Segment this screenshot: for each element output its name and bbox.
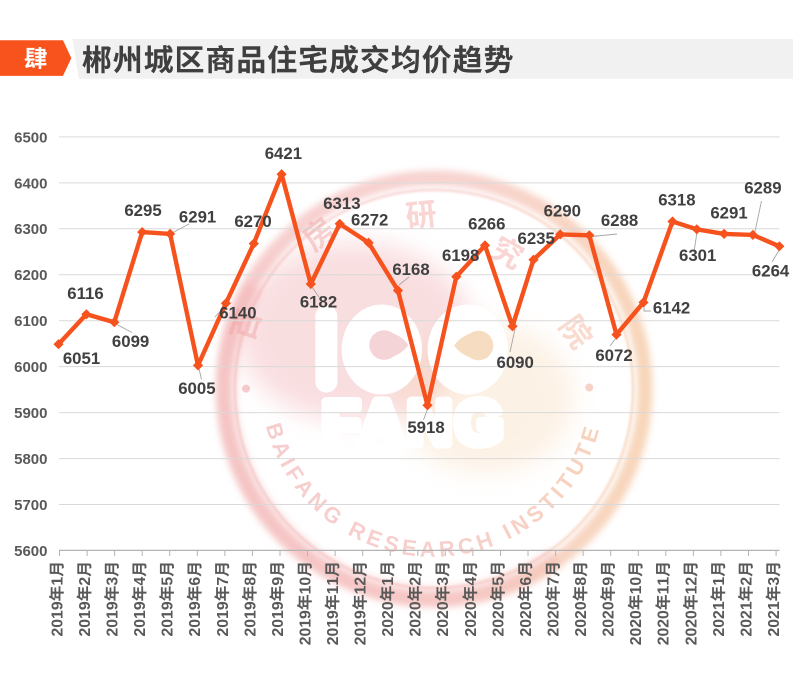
svg-text:6090: 6090 <box>497 353 534 372</box>
svg-text:6198: 6198 <box>442 246 479 265</box>
svg-text:5: 5 <box>160 577 177 586</box>
svg-text:3: 3 <box>435 577 452 586</box>
svg-text:6289: 6289 <box>744 178 781 197</box>
svg-text:8: 8 <box>573 577 590 586</box>
svg-text:2019: 2019 <box>49 601 66 636</box>
svg-text:1: 1 <box>49 577 66 586</box>
svg-text:2020: 2020 <box>518 601 535 636</box>
svg-text:12: 12 <box>683 577 700 595</box>
svg-text:2020: 2020 <box>463 601 480 636</box>
svg-text:8: 8 <box>242 577 259 586</box>
svg-text:6051: 6051 <box>63 349 100 368</box>
svg-text:2019: 2019 <box>132 601 149 636</box>
svg-text:6300: 6300 <box>14 221 47 238</box>
svg-text:5700: 5700 <box>14 497 47 514</box>
svg-text:4: 4 <box>132 577 149 586</box>
svg-text:6: 6 <box>518 577 535 586</box>
svg-text:2: 2 <box>77 577 94 586</box>
svg-text:2020: 2020 <box>573 601 590 636</box>
svg-text:2020: 2020 <box>408 601 425 636</box>
svg-text:7: 7 <box>215 577 232 586</box>
svg-text:6400: 6400 <box>14 175 47 192</box>
svg-text:5900: 5900 <box>14 405 47 422</box>
svg-text:10: 10 <box>297 577 314 595</box>
svg-text:6264: 6264 <box>752 262 790 281</box>
svg-text:11: 11 <box>325 577 342 595</box>
svg-text:2020: 2020 <box>435 601 452 636</box>
svg-text:2021: 2021 <box>711 601 728 636</box>
svg-text:6100: 6100 <box>14 313 47 330</box>
svg-text:5918: 5918 <box>407 418 444 437</box>
svg-text:6266: 6266 <box>468 215 505 234</box>
svg-text:2019: 2019 <box>160 601 177 636</box>
svg-text:2021: 2021 <box>738 601 755 636</box>
svg-text:2021: 2021 <box>766 601 783 636</box>
svg-text:2019: 2019 <box>297 610 314 645</box>
svg-text:12: 12 <box>353 577 370 595</box>
svg-text:2020: 2020 <box>656 610 673 645</box>
svg-text:2019: 2019 <box>353 610 370 645</box>
svg-text:6200: 6200 <box>14 267 47 284</box>
svg-text:6072: 6072 <box>595 346 632 365</box>
svg-text:2019: 2019 <box>105 601 122 636</box>
svg-text:2020: 2020 <box>601 601 618 636</box>
svg-text:2019: 2019 <box>187 601 204 636</box>
svg-text:6142: 6142 <box>653 299 690 318</box>
svg-text:1: 1 <box>380 577 397 586</box>
svg-text:2020: 2020 <box>683 610 700 645</box>
svg-text:6116: 6116 <box>67 284 103 303</box>
svg-text:4: 4 <box>463 577 480 586</box>
svg-text:6290: 6290 <box>544 202 581 221</box>
svg-text:2019: 2019 <box>242 601 259 636</box>
svg-text:6140: 6140 <box>219 304 256 323</box>
svg-text:6099: 6099 <box>112 332 149 351</box>
svg-text:6318: 6318 <box>658 190 695 209</box>
svg-text:5800: 5800 <box>14 451 47 468</box>
svg-text:2019: 2019 <box>77 601 94 636</box>
svg-text:9: 9 <box>601 577 618 586</box>
svg-text:6421: 6421 <box>265 144 302 163</box>
svg-text:2: 2 <box>738 577 755 586</box>
svg-text:2019: 2019 <box>215 601 232 636</box>
svg-text:6: 6 <box>187 577 204 586</box>
svg-text:5: 5 <box>490 577 507 586</box>
svg-text:6182: 6182 <box>300 293 337 312</box>
svg-text:6288: 6288 <box>601 211 638 230</box>
svg-text:5600: 5600 <box>14 543 47 560</box>
svg-text:7: 7 <box>546 577 563 586</box>
svg-text:2020: 2020 <box>380 601 397 636</box>
svg-text:6291: 6291 <box>179 208 216 227</box>
svg-text:1: 1 <box>711 577 728 586</box>
svg-text:6168: 6168 <box>392 260 429 279</box>
svg-text:2019: 2019 <box>270 601 287 636</box>
svg-text:2020: 2020 <box>546 601 563 636</box>
svg-text:6291: 6291 <box>710 203 747 222</box>
svg-text:6295: 6295 <box>124 201 161 220</box>
svg-text:6270: 6270 <box>234 212 271 231</box>
svg-text:3: 3 <box>105 577 122 586</box>
svg-text:10: 10 <box>628 577 645 595</box>
svg-text:2019: 2019 <box>325 610 342 645</box>
svg-text:9: 9 <box>270 577 287 586</box>
svg-text:2020: 2020 <box>490 601 507 636</box>
svg-text:2: 2 <box>408 577 425 586</box>
svg-text:6272: 6272 <box>351 211 388 230</box>
svg-text:3: 3 <box>766 577 783 586</box>
svg-text:6005: 6005 <box>178 379 215 398</box>
svg-text:6000: 6000 <box>14 359 47 376</box>
svg-text:6500: 6500 <box>14 129 47 146</box>
svg-text:11: 11 <box>656 577 673 595</box>
svg-text:6235: 6235 <box>518 229 555 248</box>
svg-text:2020: 2020 <box>628 610 645 645</box>
svg-text:6301: 6301 <box>679 246 716 265</box>
